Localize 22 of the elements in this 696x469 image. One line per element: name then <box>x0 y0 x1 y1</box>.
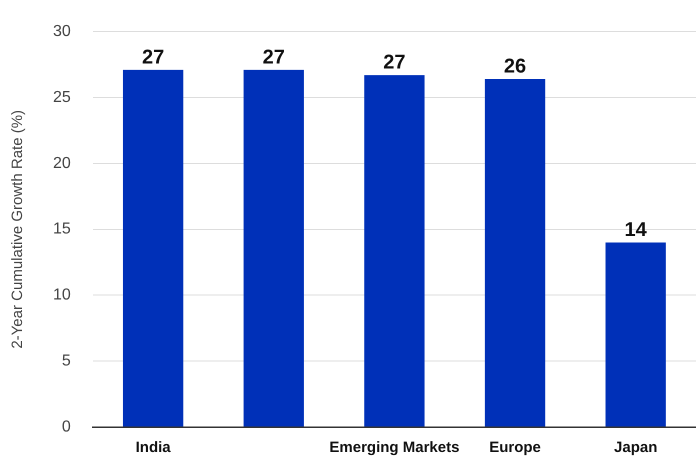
x-tick-label: Japan <box>614 439 658 456</box>
y-tick-label: 30 <box>53 23 71 40</box>
x-tick-label: India <box>136 439 172 456</box>
x-tick-label: Emerging Markets <box>329 439 460 456</box>
y-tick-label: 10 <box>53 286 71 304</box>
data-label: 14 <box>624 218 648 241</box>
y-axis-title: 2-Year Cumulative Growth Rate (%) <box>9 110 26 349</box>
bar <box>484 79 546 426</box>
data-label: 27 <box>142 46 164 68</box>
y-tick-label: 20 <box>53 154 71 172</box>
y-tick-label: 25 <box>53 88 71 106</box>
y-tick-label: 5 <box>62 352 71 370</box>
y-tick-label: 15 <box>53 220 71 238</box>
x-tick-label: Europe <box>489 439 541 456</box>
y-tick-label: 0 <box>62 418 71 436</box>
data-label: 27 <box>383 52 406 74</box>
data-label: 26 <box>504 56 526 78</box>
bar <box>122 70 184 426</box>
bar <box>244 70 304 426</box>
bar <box>606 242 666 426</box>
data-label: 27 <box>262 46 285 68</box>
bar <box>364 75 425 426</box>
